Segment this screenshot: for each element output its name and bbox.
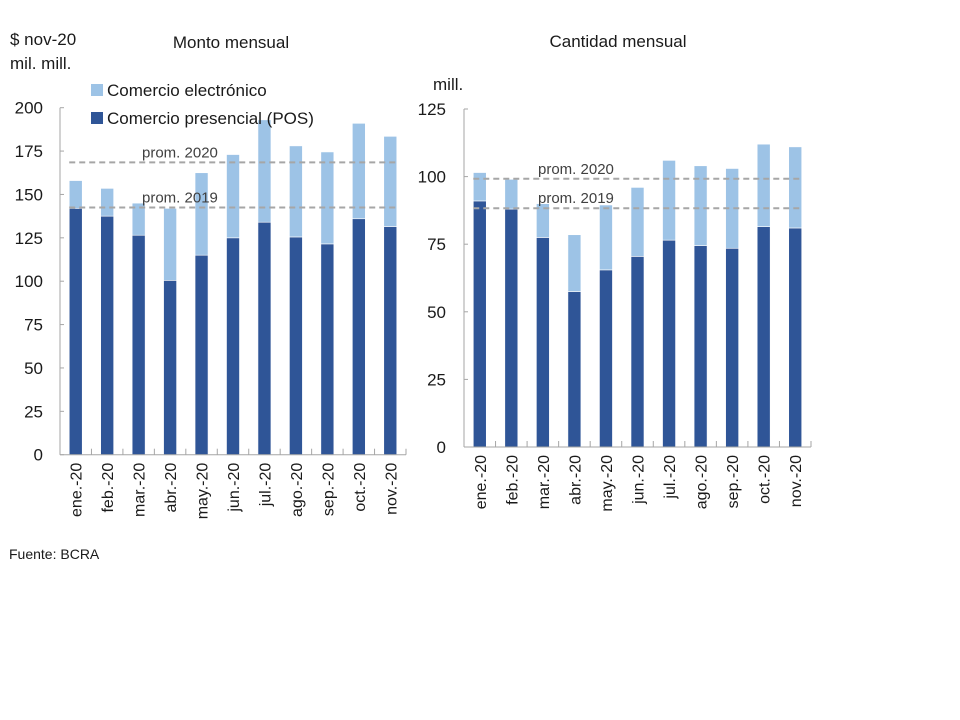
bar-ecommerce-0 (472, 172, 487, 202)
bar-ecommerce-8 (320, 151, 335, 245)
bar-ecommerce-3 (163, 208, 177, 281)
bar-pos-2 (536, 237, 550, 448)
bar-pos-2 (131, 234, 146, 455)
bar-ecommerce-7 (693, 165, 708, 246)
x-tick-label: ene.-20 (473, 455, 490, 509)
x-tick-label: sep.-20 (320, 463, 337, 516)
chart-title: Cantidad mensual (549, 32, 686, 51)
bar-ecommerce-10 (788, 146, 803, 229)
x-tick-label: feb.-20 (504, 455, 521, 505)
y-tick-label: 50 (427, 303, 446, 322)
bar-pos-5 (226, 237, 240, 455)
bar-ecommerce-9 (352, 123, 366, 220)
bar-pos-10 (383, 226, 398, 455)
avg-line-label: prom. 2019 (538, 190, 614, 207)
bar-pos-10 (788, 227, 803, 448)
bar-pos-0 (68, 208, 83, 455)
bar-ecommerce-3 (567, 234, 582, 292)
y-tick-label: 100 (418, 168, 446, 187)
x-tick-label: oct.-20 (352, 463, 369, 512)
bar-pos-4 (194, 254, 209, 455)
x-tick-label: mar.-20 (132, 463, 149, 517)
x-tick-label: sep.-20 (725, 455, 742, 508)
source-note: Fuente: BCRA (9, 546, 100, 562)
bar-pos-4 (599, 269, 613, 448)
y-tick-label: 175 (15, 142, 43, 161)
bar-ecommerce-0 (68, 180, 83, 209)
y-tick-label: 125 (15, 229, 43, 248)
y-axis-unit-line2: mil. mill. (10, 54, 71, 73)
bar-pos-9 (756, 226, 771, 448)
bar-pos-5 (630, 256, 645, 448)
x-tick-label: jun.-20 (631, 455, 648, 505)
bar-pos-7 (693, 245, 708, 448)
bar-pos-7 (289, 236, 303, 455)
x-tick-label: oct.-20 (757, 455, 774, 504)
legend-swatch-ecommerce (91, 84, 103, 96)
bar-ecommerce-2 (536, 203, 550, 238)
y-tick-label: 75 (427, 235, 446, 254)
x-tick-label: may.-20 (195, 463, 212, 520)
x-tick-label: nov.-20 (788, 455, 805, 507)
y-tick-label: 100 (15, 272, 43, 291)
x-tick-label: jul.-20 (662, 455, 679, 500)
bar-pos-1 (504, 208, 519, 448)
x-tick-label: mar.-20 (536, 455, 553, 509)
bar-pos-0 (472, 200, 487, 448)
bar-pos-8 (320, 243, 335, 456)
legend-label-ecommerce: Comercio electrónico (107, 81, 267, 100)
x-tick-label: abr.-20 (567, 455, 584, 505)
bar-pos-6 (662, 239, 676, 448)
bar-ecommerce-1 (504, 179, 519, 210)
bar-ecommerce-5 (630, 187, 645, 257)
y-axis-unit: mill. (433, 75, 463, 94)
x-tick-label: may.-20 (599, 455, 616, 512)
y-tick-label: 0 (437, 438, 446, 457)
avg-line-label: prom. 2020 (538, 161, 614, 178)
y-tick-label: 25 (427, 370, 446, 389)
bar-ecommerce-6 (662, 160, 676, 241)
bar-ecommerce-6 (257, 119, 272, 223)
bar-ecommerce-4 (599, 204, 613, 271)
y-tick-label: 150 (15, 185, 43, 204)
x-tick-label: feb.-20 (100, 463, 117, 513)
bar-pos-3 (163, 280, 177, 455)
chart-cantidad-mensual: Cantidad mensual mill. prom. 2020 prom. 2… (418, 32, 812, 512)
x-tick-label: ago.-20 (289, 463, 306, 517)
bar-pos-1 (100, 215, 114, 455)
y-tick-label: 0 (34, 446, 43, 465)
y-axis-unit-line1: $ nov-20 (10, 30, 76, 49)
bar-ecommerce-1 (100, 188, 114, 217)
y-tick-label: 25 (24, 402, 43, 421)
y-tick-label: 50 (24, 359, 43, 378)
bar-pos-6 (257, 221, 272, 456)
y-tick-label: 75 (24, 316, 43, 335)
x-tick-label: abr.-20 (163, 463, 180, 513)
x-tick-label: ago.-20 (694, 455, 711, 509)
bar-ecommerce-4 (194, 172, 209, 256)
avg-line-label: prom. 2019 (142, 189, 218, 206)
bar-ecommerce-9 (756, 143, 771, 227)
bar-ecommerce-7 (289, 145, 303, 238)
legend-swatch-pos (91, 112, 103, 124)
chart-title: Monto mensual (173, 33, 289, 52)
chart-monto-mensual: Monto mensual $ nov-20 mil. mill. prom. … (10, 30, 407, 520)
bar-ecommerce-10 (383, 136, 398, 227)
legend-label-pos: Comercio presencial (POS) (107, 109, 314, 128)
x-tick-label: ene.-20 (69, 463, 86, 517)
bar-ecommerce-2 (131, 202, 146, 236)
legend: Comercio electrónico Comercio presencial… (91, 81, 314, 128)
bar-pos-3 (567, 291, 582, 448)
x-tick-label: nov.-20 (383, 463, 400, 515)
bar-pos-8 (725, 247, 739, 448)
avg-line-label: prom. 2020 (142, 144, 218, 161)
y-tick-label: 200 (15, 99, 43, 118)
x-tick-label: jul.-20 (257, 463, 274, 508)
x-tick-label: jun.-20 (226, 463, 243, 513)
y-tick-label: 125 (418, 100, 446, 119)
bar-pos-9 (352, 218, 366, 456)
bar-ecommerce-5 (226, 154, 240, 239)
